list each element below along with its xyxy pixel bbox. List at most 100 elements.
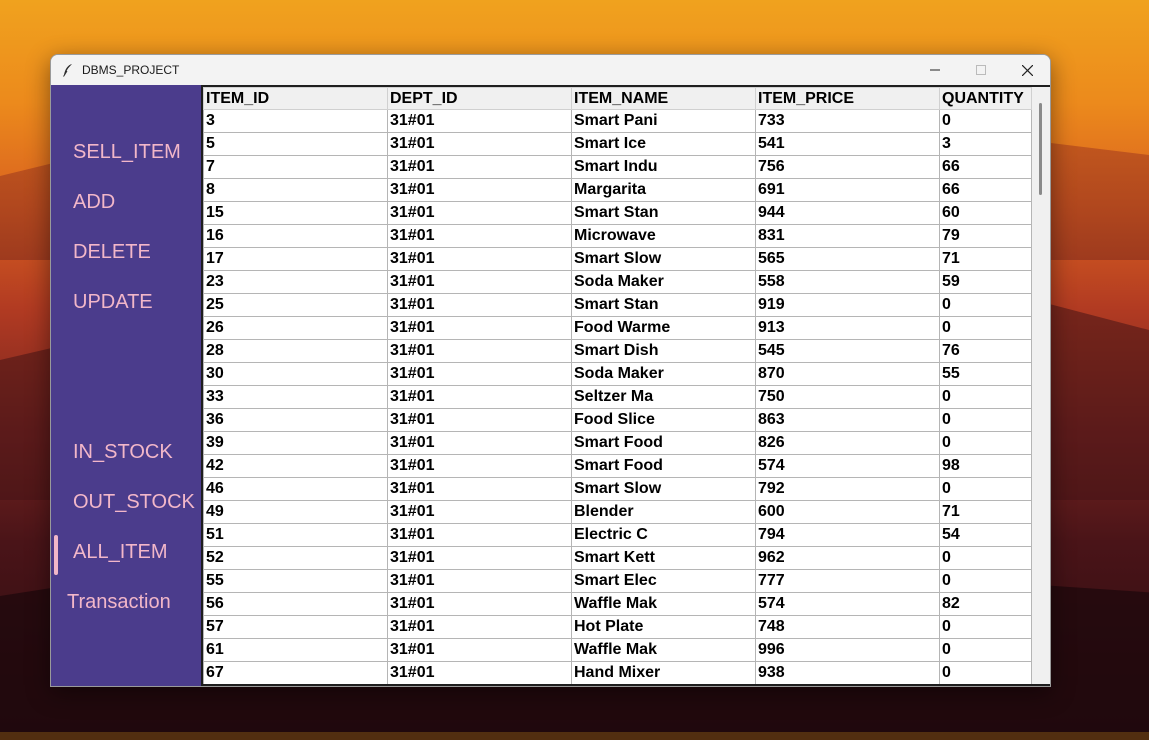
title-bar[interactable]: DBMS_PROJECT xyxy=(51,55,1050,85)
cell-dept-id: 31#01 xyxy=(387,500,572,524)
cell-item-id: 57 xyxy=(203,615,388,639)
cell-item-id: 61 xyxy=(203,638,388,662)
sidebar-item-transaction[interactable]: Transaction xyxy=(67,591,171,613)
column-header-item-name[interactable]: ITEM_NAME xyxy=(571,87,756,110)
table-row[interactable]: 33 31#01 Seltzer Ma 750 0 xyxy=(203,385,1032,409)
table-row[interactable]: 46 31#01 Smart Slow 792 0 xyxy=(203,477,1032,501)
cell-item-price: 545 xyxy=(755,339,940,363)
table-row[interactable]: 42 31#01 Smart Food 574 98 xyxy=(203,454,1032,478)
column-header-dept-id[interactable]: DEPT_ID xyxy=(387,87,572,110)
cell-dept-id: 31#01 xyxy=(387,224,572,248)
sidebar-item-all-item[interactable]: ALL_ITEM xyxy=(73,541,168,563)
table-row[interactable]: 61 31#01 Waffle Mak 996 0 xyxy=(203,638,1032,662)
table-row[interactable]: 67 31#01 Hand Mixer 938 0 xyxy=(203,661,1032,685)
sidebar-item-out-stock[interactable]: OUT_STOCK xyxy=(73,491,195,513)
cell-item-id: 33 xyxy=(203,385,388,409)
cell-item-price: 938 xyxy=(755,661,940,685)
cell-item-name: Smart Stan xyxy=(571,201,756,225)
cell-item-id: 23 xyxy=(203,270,388,294)
cell-dept-id: 31#01 xyxy=(387,270,572,294)
table-row[interactable]: 39 31#01 Smart Food 826 0 xyxy=(203,431,1032,455)
cell-item-price: 748 xyxy=(755,615,940,639)
cell-quantity: 0 xyxy=(939,569,1032,593)
cell-quantity: 66 xyxy=(939,155,1032,179)
sidebar-item-sell-item[interactable]: SELL_ITEM xyxy=(73,141,181,163)
cell-dept-id: 31#01 xyxy=(387,523,572,547)
cell-quantity: 98 xyxy=(939,454,1032,478)
table-row[interactable]: 30 31#01 Soda Maker 870 55 xyxy=(203,362,1032,386)
table-bottom-border xyxy=(203,684,1050,686)
cell-item-id: 26 xyxy=(203,316,388,340)
cell-item-price: 870 xyxy=(755,362,940,386)
table-row[interactable]: 16 31#01 Microwave 831 79 xyxy=(203,224,1032,248)
table-row[interactable]: 36 31#01 Food Slice 863 0 xyxy=(203,408,1032,432)
cell-item-name: Smart Slow xyxy=(571,247,756,271)
sidebar-item-in-stock[interactable]: IN_STOCK xyxy=(73,441,173,463)
close-button[interactable] xyxy=(1004,55,1050,85)
cell-dept-id: 31#01 xyxy=(387,155,572,179)
cell-item-name: Microwave xyxy=(571,224,756,248)
cell-dept-id: 31#01 xyxy=(387,638,572,662)
cell-item-name: Smart Kett xyxy=(571,546,756,570)
window-controls xyxy=(912,55,1050,85)
items-table-panel: ITEM_ID DEPT_ID ITEM_NAME ITEM_PRICE QUA… xyxy=(201,85,1050,686)
table-row[interactable]: 56 31#01 Waffle Mak 574 82 xyxy=(203,592,1032,616)
table-row[interactable]: 25 31#01 Smart Stan 919 0 xyxy=(203,293,1032,317)
cell-item-id: 46 xyxy=(203,477,388,501)
cell-item-name: Smart Stan xyxy=(571,293,756,317)
minimize-button[interactable] xyxy=(912,55,958,85)
table-row[interactable]: 49 31#01 Blender 600 71 xyxy=(203,500,1032,524)
cell-quantity: 79 xyxy=(939,224,1032,248)
column-header-quantity[interactable]: QUANTITY xyxy=(939,87,1032,110)
table-row[interactable]: 8 31#01 Margarita 691 66 xyxy=(203,178,1032,202)
cell-item-id: 7 xyxy=(203,155,388,179)
column-header-item-price[interactable]: ITEM_PRICE xyxy=(755,87,940,110)
table-row[interactable]: 23 31#01 Soda Maker 558 59 xyxy=(203,270,1032,294)
cell-item-name: Smart Food xyxy=(571,454,756,478)
sidebar-item-delete[interactable]: DELETE xyxy=(73,241,151,263)
cell-item-name: Smart Food xyxy=(571,431,756,455)
cell-item-id: 39 xyxy=(203,431,388,455)
table-row[interactable]: 17 31#01 Smart Slow 565 71 xyxy=(203,247,1032,271)
cell-item-name: Seltzer Ma xyxy=(571,385,756,409)
cell-quantity: 82 xyxy=(939,592,1032,616)
cell-dept-id: 31#01 xyxy=(387,408,572,432)
table-row[interactable]: 15 31#01 Smart Stan 944 60 xyxy=(203,201,1032,225)
table-row[interactable]: 7 31#01 Smart Indu 756 66 xyxy=(203,155,1032,179)
table-row[interactable]: 3 31#01 Smart Pani 733 0 xyxy=(203,109,1032,133)
cell-quantity: 54 xyxy=(939,523,1032,547)
cell-item-price: 574 xyxy=(755,454,940,478)
table-row[interactable]: 28 31#01 Smart Dish 545 76 xyxy=(203,339,1032,363)
table-row[interactable]: 55 31#01 Smart Elec 777 0 xyxy=(203,569,1032,593)
table-row[interactable]: 57 31#01 Hot Plate 748 0 xyxy=(203,615,1032,639)
cell-dept-id: 31#01 xyxy=(387,132,572,156)
cell-item-name: Smart Elec xyxy=(571,569,756,593)
sidebar-item-add[interactable]: ADD xyxy=(73,191,116,213)
cell-item-price: 733 xyxy=(755,109,940,133)
cell-quantity: 0 xyxy=(939,385,1032,409)
cell-item-price: 996 xyxy=(755,638,940,662)
cell-dept-id: 31#01 xyxy=(387,569,572,593)
minimize-icon xyxy=(930,69,940,71)
cell-item-name: Smart Pani xyxy=(571,109,756,133)
maximize-icon xyxy=(976,65,986,75)
cell-quantity: 0 xyxy=(939,615,1032,639)
cell-item-price: 574 xyxy=(755,592,940,616)
table-row[interactable]: 52 31#01 Smart Kett 962 0 xyxy=(203,546,1032,570)
table-row[interactable]: 5 31#01 Smart Ice 541 3 xyxy=(203,132,1032,156)
column-header-item-id[interactable]: ITEM_ID xyxy=(203,87,388,110)
cell-item-id: 25 xyxy=(203,293,388,317)
maximize-button[interactable] xyxy=(958,55,1004,85)
sidebar-item-update[interactable]: UPDATE xyxy=(73,291,153,313)
cell-dept-id: 31#01 xyxy=(387,316,572,340)
active-item-indicator xyxy=(54,535,58,575)
cell-dept-id: 31#01 xyxy=(387,592,572,616)
app-window: DBMS_PROJECT SELL_ITEM ADD DELETE UPDATE… xyxy=(50,54,1051,687)
cell-item-id: 8 xyxy=(203,178,388,202)
cell-item-name: Blender xyxy=(571,500,756,524)
table-row[interactable]: 51 31#01 Electric C 794 54 xyxy=(203,523,1032,547)
table-row[interactable]: 26 31#01 Food Warme 913 0 xyxy=(203,316,1032,340)
cell-item-name: Hand Mixer xyxy=(571,661,756,685)
cell-item-id: 55 xyxy=(203,569,388,593)
vertical-scrollbar[interactable] xyxy=(1039,103,1042,195)
